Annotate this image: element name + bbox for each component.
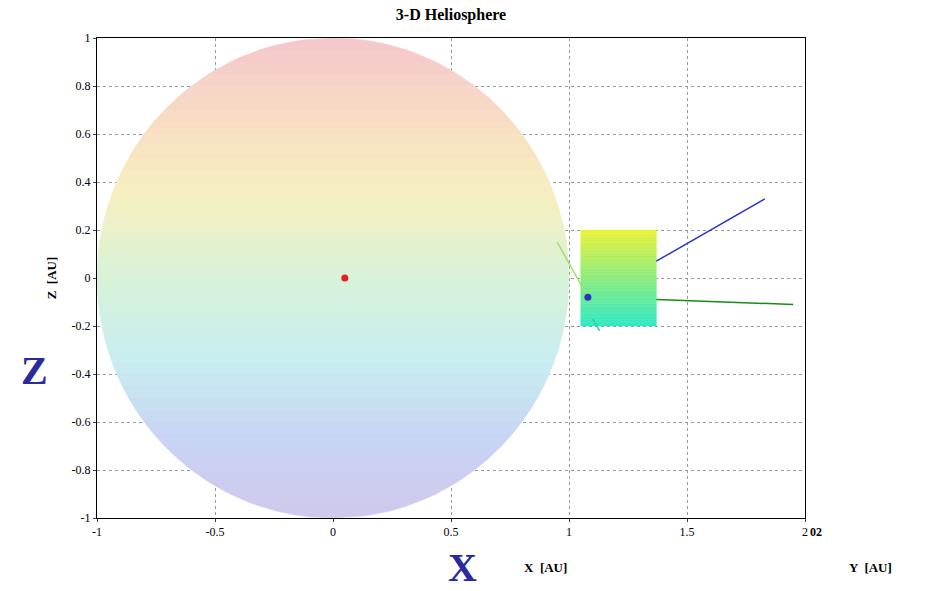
svg-text:-0.6: -0.6	[72, 415, 91, 429]
svg-text:0: 0	[330, 525, 336, 539]
svg-text:0.5: 0.5	[444, 525, 459, 539]
svg-text:-0.8: -0.8	[72, 463, 91, 477]
svg-text:1: 1	[85, 31, 91, 45]
svg-text:0.8: 0.8	[76, 79, 91, 93]
svg-text:02: 02	[810, 525, 822, 539]
svg-text:-1: -1	[92, 525, 102, 539]
svg-text:0.2: 0.2	[76, 223, 91, 237]
svg-text:X: X	[448, 545, 477, 590]
svg-text:0.4: 0.4	[76, 175, 91, 189]
svg-text:Z [AU]: Z [AU]	[44, 257, 59, 300]
svg-text:0.6: 0.6	[76, 127, 91, 141]
svg-text:1: 1	[566, 525, 572, 539]
svg-text:Y [AU]: Y [AU]	[849, 560, 892, 575]
svg-text:-0.5: -0.5	[206, 525, 225, 539]
svg-text:1.5: 1.5	[680, 525, 695, 539]
svg-text:-0.4: -0.4	[72, 367, 91, 381]
svg-text:3-D Heliosphere: 3-D Heliosphere	[396, 6, 506, 24]
svg-text:Z: Z	[21, 348, 48, 393]
svg-text:-0.2: -0.2	[72, 319, 91, 333]
svg-text:-1: -1	[81, 511, 91, 525]
svg-text:2: 2	[802, 525, 808, 539]
svg-text:0: 0	[85, 271, 91, 285]
svg-text:X [AU]: X [AU]	[524, 560, 567, 575]
